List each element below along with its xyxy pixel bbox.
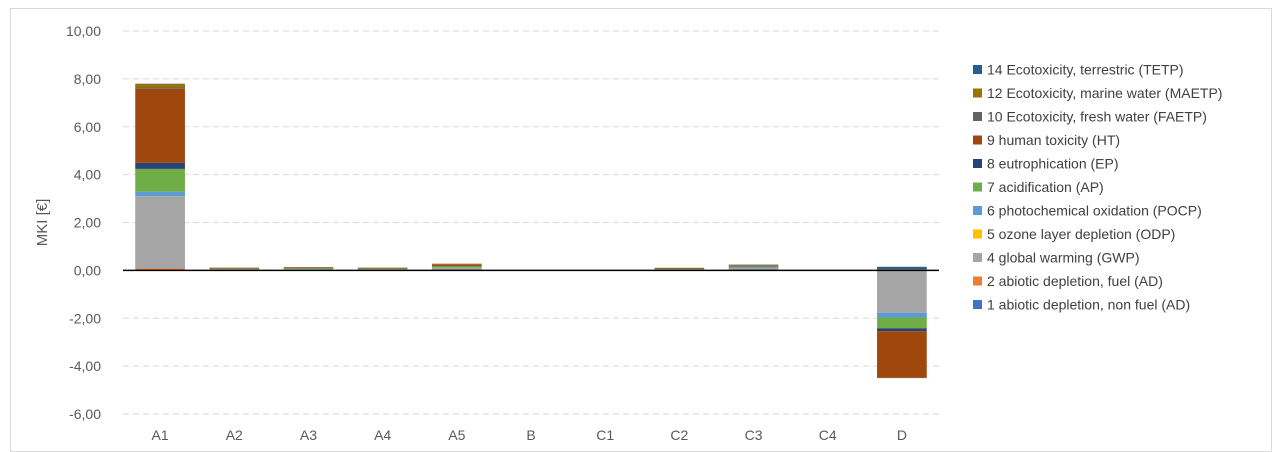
x-tick-label: C2 (670, 427, 688, 443)
stacked-bar-chart: 10,00 8,00 6,00 4,00 2,00 0,00 -2,00 -4,00 -6,00… (34, 23, 1222, 443)
y-axis-title: MKI [€] (34, 199, 51, 247)
x-axis-ticks: A1 A2 A3 A4 A5 B C1 C2 C3 C4 D (152, 427, 907, 443)
legend-swatch (973, 229, 982, 239)
bar-segment (728, 267, 779, 271)
y-tick-label: 6,00 (74, 119, 101, 135)
legend-label: 4 global warming (GWP) (987, 250, 1140, 266)
chart-frame: 10,00 8,00 6,00 4,00 2,00 0,00 -2,00 -4,00 -6,00… (10, 8, 1272, 452)
y-tick-label: -2,00 (69, 310, 101, 326)
bar-segment (877, 312, 927, 318)
x-tick-label: C4 (819, 427, 837, 443)
bar-segment (877, 328, 927, 332)
legend-swatch (973, 135, 982, 145)
bar-segment (431, 267, 482, 271)
x-tick-label: C3 (745, 427, 763, 443)
gridlines (123, 30, 939, 415)
y-tick-label: 4,00 (74, 167, 101, 183)
y-tick-label: -4,00 (69, 358, 101, 374)
bar-segment (135, 196, 185, 269)
x-tick-label: A4 (374, 427, 391, 443)
bar-segment (283, 268, 334, 270)
legend-swatch (973, 276, 982, 286)
bar-segment (135, 162, 185, 169)
legend-label: 7 acidification (AP) (987, 179, 1104, 195)
y-tick-label: 0,00 (74, 262, 101, 278)
legend: 14 Ecotoxicity, terrestric (TETP) 12 Ecot… (973, 62, 1222, 313)
bar-segment (877, 266, 927, 270)
legend-swatch (973, 182, 982, 192)
legend-label: 5 ozone layer depletion (ODP) (987, 226, 1175, 242)
bar-segment (135, 168, 185, 192)
bar-segment (357, 267, 408, 269)
legend-swatch (973, 253, 982, 262)
y-tick-label: 10,00 (66, 23, 101, 39)
legend-label: 12 Ecotoxicity, marine water (MAETP) (987, 85, 1222, 101)
x-tick-label: A1 (152, 427, 169, 443)
legend-label: 9 human toxicity (HT) (987, 132, 1120, 148)
bar-segment (431, 266, 482, 268)
legend-swatch (973, 206, 982, 215)
x-tick-label: A2 (226, 427, 243, 443)
bars (135, 83, 927, 379)
bar-segment (728, 266, 779, 268)
legend-label: 2 abiotic depletion, fuel (AD) (987, 273, 1163, 289)
legend-swatch (973, 159, 982, 168)
legend-label: 1 abiotic depletion, non fuel (AD) (987, 297, 1190, 313)
x-tick-label: C1 (596, 427, 614, 443)
legend-swatch (973, 65, 982, 74)
bar-segment (135, 87, 185, 89)
x-tick-label: A3 (300, 427, 317, 443)
x-tick-label: B (526, 427, 535, 443)
bar-segment (654, 267, 705, 269)
bar-segment (728, 265, 779, 267)
y-axis-ticks: 10,00 8,00 6,00 4,00 2,00 0,00 -2,00 -4,00 -6,00 (66, 23, 101, 422)
bar-segment (431, 264, 482, 267)
y-tick-label: 2,00 (74, 215, 101, 231)
bar-segment (135, 88, 185, 163)
y-tick-label: 8,00 (74, 71, 101, 87)
bar-segment (877, 317, 927, 329)
bar-segment (877, 331, 927, 378)
bar-segment (283, 267, 334, 268)
bar-segment (209, 267, 260, 269)
legend-swatch (973, 300, 982, 309)
legend-label: 8 eutrophication (EP) (987, 156, 1119, 172)
legend-label: 10 Ecotoxicity, fresh water (FAETP) (987, 109, 1207, 125)
bar-segment (135, 83, 185, 88)
legend-label: 14 Ecotoxicity, terrestric (TETP) (987, 62, 1184, 78)
legend-swatch (973, 88, 982, 98)
bar-segment (877, 270, 927, 313)
x-tick-label: D (897, 427, 907, 443)
legend-label: 6 photochemical oxidation (POCP) (987, 203, 1202, 219)
bar-segment (135, 191, 185, 197)
y-tick-label: -6,00 (69, 406, 101, 422)
x-tick-label: A5 (448, 427, 465, 443)
legend-swatch (973, 112, 982, 121)
bar-segment (135, 268, 185, 270)
